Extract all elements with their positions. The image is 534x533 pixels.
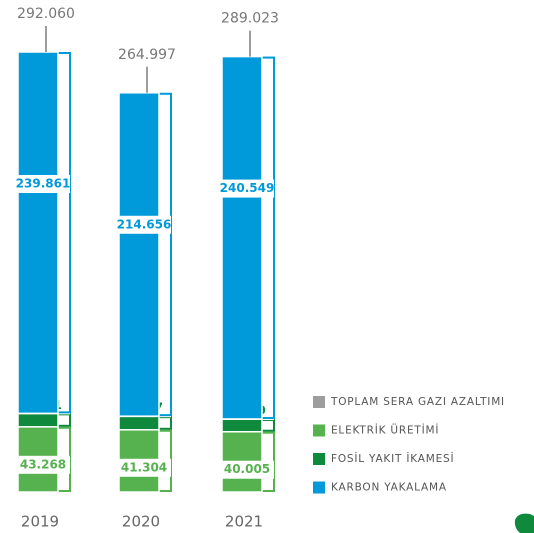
label-bg xyxy=(16,455,70,474)
x-tick-label: 2019 xyxy=(21,513,59,531)
x-tick-label: 2021 xyxy=(225,513,263,531)
legend-label: FOSİL YAKIT İKAMESİ xyxy=(331,452,454,465)
segment xyxy=(118,415,160,431)
label-bg xyxy=(117,458,171,477)
value-label: 41.304 xyxy=(121,460,167,474)
x-tick-label: 2020 xyxy=(122,513,160,531)
legend-label: TOPLAM SERA GAZI AZALTIMI xyxy=(330,396,505,408)
label-bg xyxy=(117,215,171,234)
segment xyxy=(118,92,160,417)
segment xyxy=(221,55,263,420)
total-label: 292.060 xyxy=(17,6,75,22)
label-bg xyxy=(220,460,274,479)
legend-swatch xyxy=(313,424,325,437)
value-label: 40.005 xyxy=(224,462,270,476)
segment xyxy=(17,412,59,428)
label-bg xyxy=(16,175,70,193)
legend-label: ELEKTRİK ÜRETİMİ xyxy=(331,424,439,437)
leaf-icon xyxy=(514,513,534,533)
total-label: 264.997 xyxy=(118,47,176,63)
total-label: 289.023 xyxy=(221,11,279,27)
value-label: 240.549 xyxy=(220,181,275,195)
label-bg xyxy=(220,179,274,198)
legend-swatch xyxy=(313,396,325,408)
value-label: 214.656 xyxy=(117,217,172,231)
legend-swatch xyxy=(313,481,325,494)
value-label: 43.268 xyxy=(20,457,66,471)
segment xyxy=(221,418,263,433)
legend-swatch xyxy=(313,453,325,465)
segment xyxy=(17,51,59,415)
value-label: 239.861 xyxy=(16,177,71,191)
legend-label: KARBON YAKALAMA xyxy=(331,482,447,494)
